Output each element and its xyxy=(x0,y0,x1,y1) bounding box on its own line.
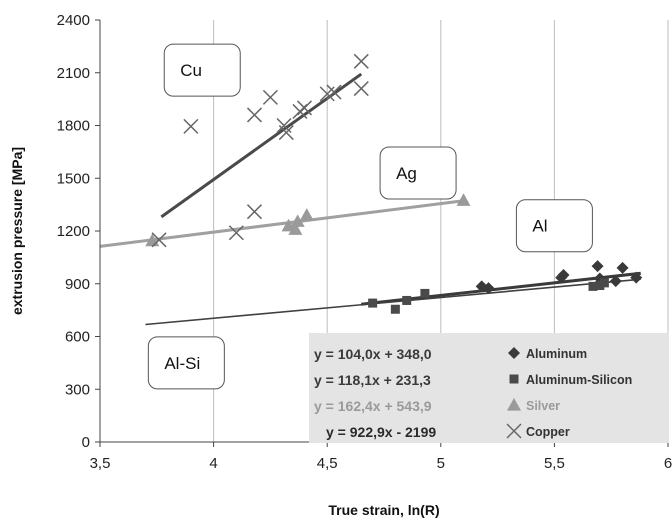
trend-equation: y = 104,0x + 348,0 xyxy=(314,346,432,362)
label-text-cu: Cu xyxy=(180,61,202,80)
data-point-copper xyxy=(296,100,313,116)
data-point-copper xyxy=(278,125,294,141)
data-point-copper xyxy=(151,232,167,248)
data-point-copper xyxy=(228,225,244,241)
trendline-aluminum-silicon xyxy=(145,278,641,326)
x-tick-label: 5,5 xyxy=(544,455,565,472)
data-point-copper xyxy=(262,89,278,105)
legend-marker-copper xyxy=(506,423,522,439)
data-point-aluminum-silicon xyxy=(402,295,412,305)
data-point-aluminum-silicon xyxy=(368,298,378,308)
data-point-aluminum xyxy=(609,275,622,288)
data-markers xyxy=(145,53,643,314)
data-point-aluminum-silicon xyxy=(390,304,400,314)
label-box-ag xyxy=(379,146,457,200)
data-point-aluminum xyxy=(557,268,570,281)
data-point-aluminum xyxy=(630,271,643,284)
label-box-al xyxy=(515,199,593,253)
material-labels: Cu Ag Al Al-Si xyxy=(147,43,593,390)
trend-equation: y = 922,9x - 2199 xyxy=(326,424,436,440)
legend-entry-aluminum-silicon: Aluminum-Silicon xyxy=(526,373,632,387)
y-tick-label: 600 xyxy=(65,329,90,346)
data-point-silver xyxy=(299,208,314,221)
legend-entry-silver: Silver xyxy=(526,399,560,413)
legend-background xyxy=(309,333,669,443)
data-point-aluminum xyxy=(591,260,604,273)
legend-marker-aluminum-silicon xyxy=(509,374,519,384)
data-point-aluminum-silicon xyxy=(599,278,609,288)
legend-entry-copper: Copper xyxy=(526,425,570,439)
data-point-copper xyxy=(326,84,342,100)
tick-labels: 0 300 600 900 1200 1500 1800 2100 2400 3,5 4 4,5 5 5,… xyxy=(57,12,672,472)
data-point-aluminum-silicon xyxy=(588,281,598,291)
label-text-al: Al xyxy=(532,217,547,236)
x-axis-title: True strain, ln(R) xyxy=(328,502,439,518)
data-point-silver xyxy=(456,193,471,206)
label-text-al-si: Al-Si xyxy=(164,354,200,373)
x-tick-label: 4 xyxy=(209,455,217,472)
legend-marker-aluminum xyxy=(508,347,520,359)
x-tick-label: 6 xyxy=(664,455,672,472)
data-point-aluminum-silicon xyxy=(420,288,430,298)
data-point-copper xyxy=(353,53,369,69)
x-tick-label: 4,5 xyxy=(317,455,338,472)
data-point-aluminum xyxy=(616,261,629,274)
data-point-copper xyxy=(246,204,263,220)
data-point-copper xyxy=(183,118,199,134)
x-tick-label: 5 xyxy=(437,455,445,472)
y-axis-title: extrusion pressure [MPa] xyxy=(9,147,25,315)
data-point-aluminum-silicon xyxy=(595,281,605,291)
data-point-silver xyxy=(290,214,305,227)
trend-equation: y = 162,4x + 543,9 xyxy=(314,398,432,414)
data-point-silver xyxy=(288,222,303,235)
data-point-aluminum xyxy=(482,282,495,295)
y-tick-label: 900 xyxy=(65,276,90,293)
y-tick-label: 1200 xyxy=(57,223,90,240)
legend-entry-aluminum: Aluminum xyxy=(526,347,587,361)
data-point-copper xyxy=(246,107,263,123)
y-tick-label: 0 xyxy=(82,434,90,451)
label-box-al-si xyxy=(147,336,225,390)
y-tick-label: 2400 xyxy=(57,12,90,29)
legend: y = 104,0x + 348,0 Aluminum y = 118,1x + 2… xyxy=(309,333,669,443)
y-tick-label: 1500 xyxy=(57,170,90,187)
data-point-copper xyxy=(353,81,369,97)
data-point-silver xyxy=(281,218,296,232)
label-text-ag: Ag xyxy=(396,164,417,183)
trend-equation: y = 118,1x + 231,3 xyxy=(314,372,431,388)
y-tick-label: 1800 xyxy=(57,118,90,135)
y-tick-label: 2100 xyxy=(57,65,90,82)
legend-marker-silver xyxy=(507,398,521,411)
x-tick-label: 3,5 xyxy=(90,455,111,472)
label-box-cu xyxy=(163,43,241,97)
y-tick-label: 300 xyxy=(65,381,90,398)
